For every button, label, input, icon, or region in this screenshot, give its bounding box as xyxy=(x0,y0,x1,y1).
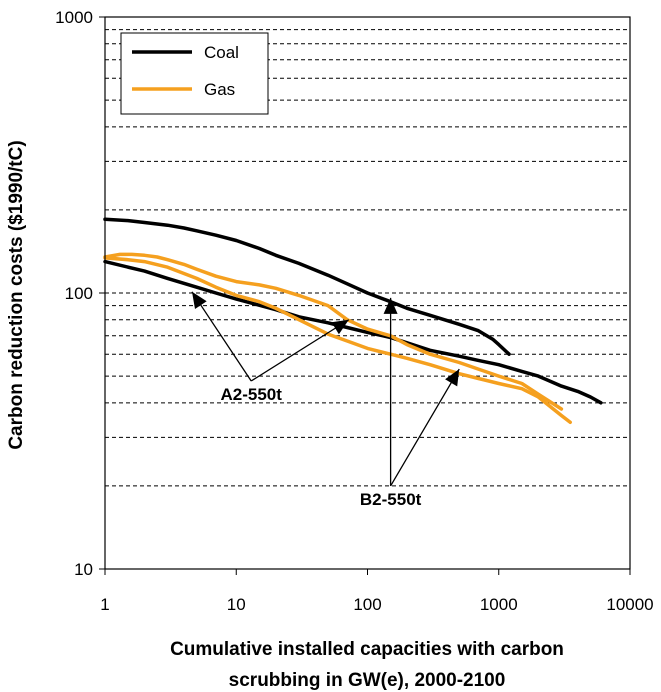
legend-label-gas: Gas xyxy=(204,80,235,99)
annotation-arrowhead-b2-550t-0 xyxy=(383,297,398,314)
annotation-label-b2-550t: B2-550t xyxy=(360,490,422,509)
series-gas-a2-550t xyxy=(103,256,572,425)
annotations: A2-550t B2-550t xyxy=(191,291,460,509)
annotation-arrow-line-a2-550t-0 xyxy=(191,291,252,382)
gridlines xyxy=(105,29,630,487)
annotation-arrowhead-a2-550t-0 xyxy=(192,291,207,309)
x-tick-label-1000: 1000 xyxy=(480,595,518,614)
x-axis-title-line-1: Cumulative installed capacities with car… xyxy=(170,639,564,660)
legend: Coal Gas xyxy=(120,32,269,115)
legend-box xyxy=(120,32,269,115)
x-tick-label-10: 10 xyxy=(227,595,246,614)
x-axis-title-line-2: scrubbing in GW(e), 2000-2100 xyxy=(229,670,506,691)
y-tick-label-10: 10 xyxy=(74,560,93,579)
y-tick-label-1000: 1000 xyxy=(55,8,93,27)
annotation-arrowhead-b2-550t-1 xyxy=(445,369,460,387)
series-coal-a2-550t xyxy=(103,259,603,405)
y-axis-title: Carbon reduction costs ($1990/tC) xyxy=(6,140,27,449)
x-tick-label-100: 100 xyxy=(353,595,381,614)
series-gas-b2-550t xyxy=(103,252,564,411)
annotation-arrow-line-a2-550t-1 xyxy=(250,319,350,382)
legend-label-coal: Coal xyxy=(204,43,239,62)
annotation-arrow-line-b2-550t-1 xyxy=(390,368,460,487)
series-coal-b2-550t xyxy=(103,217,511,356)
x-tick-label-10000: 10000 xyxy=(606,595,653,614)
axis-ticks: 1 10 100 1000 10000 10 100 1000 xyxy=(55,8,653,614)
y-tick-label-100: 100 xyxy=(65,284,93,303)
annotation-label-a2-550t: A2-550t xyxy=(220,385,282,404)
annotation-arrowhead-a2-550t-1 xyxy=(331,319,349,335)
series-lines xyxy=(103,217,603,425)
axis-titles: Carbon reduction costs ($1990/tC) Cumula… xyxy=(6,140,564,691)
x-tick-label-1: 1 xyxy=(100,595,109,614)
